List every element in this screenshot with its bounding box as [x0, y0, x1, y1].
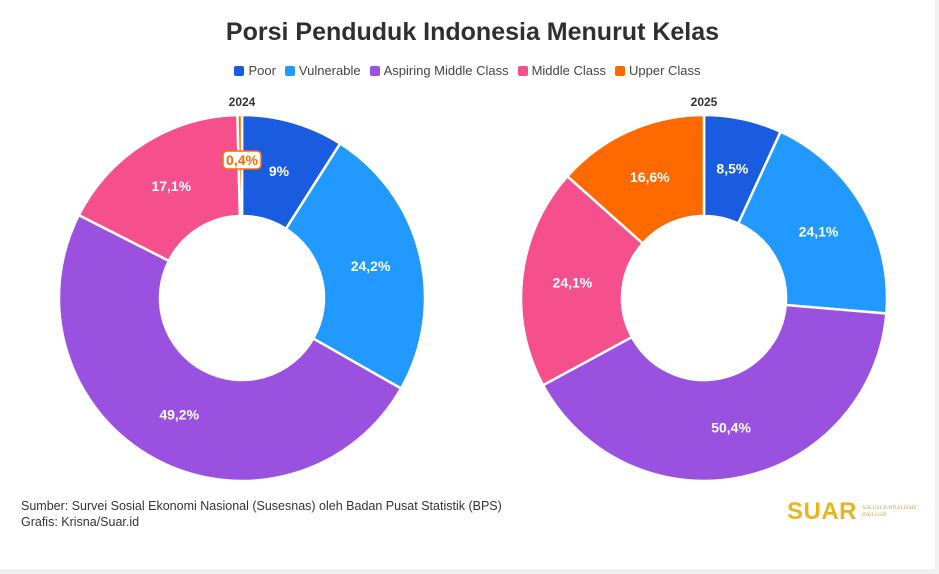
legend-swatch-vulnerable [284, 65, 295, 76]
footer: Sumber: Survei Sosial Ekonomi Nasional (… [21, 498, 502, 530]
legend-item-middle-class: Middle Class [517, 63, 607, 78]
brand-tagline: Solusi Jurnalisme Inklusif [862, 505, 917, 518]
legend-label-poor: Poor [248, 63, 276, 78]
slice-2025-upper-class [566, 113, 706, 245]
chart-year-2024: 2024 [229, 95, 256, 109]
data-label-2025-aspiring-middle-class: 50,4% [711, 420, 751, 436]
legend-swatch-upper-class [615, 65, 626, 76]
credit-note: Grafis: Krisna/Suar.id [21, 515, 140, 529]
legend: Poor Vulnerable Aspiring Middle Class Mi… [0, 63, 935, 78]
brand-name: SUAR [787, 498, 858, 525]
data-label-2025-poor: 8,5% [716, 161, 748, 177]
legend-item-upper-class: Upper Class [615, 63, 701, 78]
data-label-2025-middle-class: 24,1% [553, 275, 593, 291]
brand-logo: SUAR Solusi Jurnalisme Inklusif [787, 498, 922, 526]
slice-2025-middle-class [519, 175, 645, 387]
data-label-2025-vulnerable: 24,1% [799, 223, 839, 239]
data-label-2024-aspiring-middle-class: 49,2% [159, 407, 199, 423]
data-label-2024-vulnerable: 24,2% [351, 258, 391, 274]
legend-label-upper-class: Upper Class [629, 63, 701, 78]
data-label-2025-upper-class: 16,6% [630, 169, 670, 185]
legend-swatch-aspiring-middle-class [369, 65, 380, 76]
legend-item-aspiring-middle-class: Aspiring Middle Class [369, 63, 509, 78]
data-label-2024-middle-class: 17,1% [151, 178, 191, 194]
data-label-2024-upper-class: 0,4% [226, 152, 258, 168]
label-box-2024-upper-class [222, 150, 262, 170]
legend-item-vulnerable: Vulnerable [284, 63, 361, 78]
chart-title: Porsi Penduduk Indonesia Menurut Kelas [225, 18, 720, 46]
legend-label-aspiring-middle-class: Aspiring Middle Class [383, 63, 509, 78]
legend-swatch-poor [234, 65, 245, 76]
legend-label-vulnerable: Vulnerable [298, 63, 361, 78]
slice-2024-middle-class [77, 113, 242, 263]
legend-swatch-middle-class [517, 65, 528, 76]
slice-2024-vulnerable [284, 142, 427, 390]
slice-2025-aspiring-middle-class [541, 303, 888, 483]
slice-2024-aspiring-middle-class [57, 213, 403, 483]
slice-2025-vulnerable [737, 130, 889, 315]
data-label-2024-poor: 9% [269, 163, 290, 179]
source-note: Sumber: Survei Sosial Ekonomi Nasional (… [21, 499, 502, 513]
legend-label-middle-class: Middle Class [531, 63, 607, 78]
legend-item-poor: Poor [234, 63, 276, 78]
chart-year-2025: 2025 [691, 95, 718, 109]
